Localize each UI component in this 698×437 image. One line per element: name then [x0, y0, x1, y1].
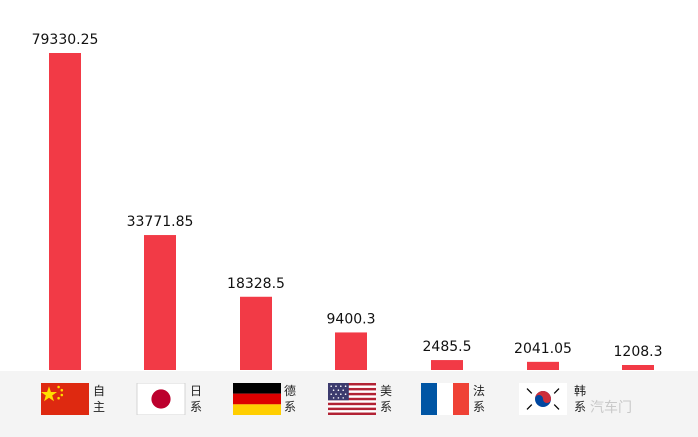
- bar-0: [49, 53, 81, 370]
- bar-1: [144, 235, 176, 370]
- category-label-faxi: 法系: [473, 384, 486, 414]
- korea-flag-icon: [519, 383, 567, 415]
- bar-value-label-3: 9400.3: [327, 311, 376, 327]
- category-label-dexi: 德系: [284, 384, 297, 414]
- category-label-meixi: 美系: [380, 384, 393, 414]
- china-flag-icon: [41, 383, 89, 415]
- usa-flag-icon: [328, 383, 376, 415]
- bar-6: [622, 365, 654, 370]
- japan-flag-icon: [136, 383, 186, 415]
- bar-value-label-6: 1208.3: [614, 344, 663, 360]
- category-label-hanxi: 韩系: [574, 384, 587, 414]
- category-label-zizhu: 自主: [93, 384, 106, 414]
- bar-4: [431, 360, 463, 370]
- category-label-rixi: 日系: [190, 384, 203, 414]
- bar-value-label-4: 2485.5: [423, 339, 472, 355]
- germany-flag-icon: [233, 383, 281, 415]
- bar-value-label-5: 2041.05: [514, 341, 572, 357]
- bar-3: [335, 332, 367, 370]
- bar-value-label-1: 33771.85: [127, 214, 194, 230]
- bar-2: [240, 296, 272, 370]
- france-flag-icon: [421, 383, 469, 415]
- bar-value-label-2: 18328.5: [227, 276, 285, 292]
- bar-value-label-0: 79330.25: [32, 32, 99, 48]
- bar-5: [527, 361, 559, 370]
- watermark-logo: 汽车门: [590, 399, 632, 415]
